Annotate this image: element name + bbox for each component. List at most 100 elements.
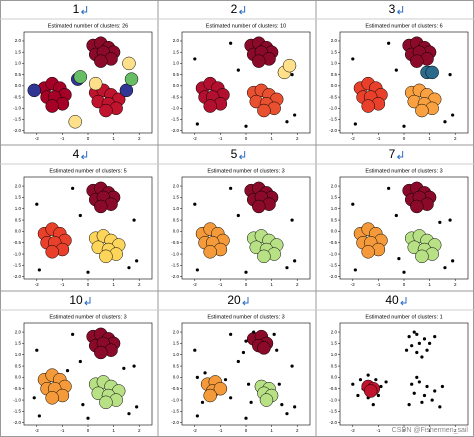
cluster-point: [410, 54, 424, 68]
cluster-point: [410, 199, 424, 214]
cluster-point: [425, 65, 439, 80]
y-tick-label: 2.0: [331, 38, 338, 43]
return-mark: [238, 6, 246, 15]
noise-point: [371, 403, 375, 407]
noise-point: [397, 257, 401, 261]
x-tick-label: 2: [296, 428, 299, 433]
x-tick-label: -1: [376, 282, 380, 287]
x-tick-label: 2: [138, 136, 141, 141]
x-tick-label: -2: [351, 428, 355, 433]
noise-point: [71, 332, 75, 336]
noise-point: [402, 124, 406, 128]
noise-point: [402, 270, 406, 274]
noise-point: [290, 364, 294, 368]
noise-point: [244, 124, 248, 128]
noise-point: [410, 382, 414, 386]
noise-point: [412, 330, 416, 334]
cluster-point: [94, 54, 108, 68]
cluster-point: [257, 103, 271, 118]
x-tick-label: 0: [403, 428, 406, 433]
noise-point: [277, 382, 281, 386]
y-tick-label: -0.5: [329, 240, 337, 245]
y-tick-label: -1.0: [13, 105, 21, 110]
noise-point: [285, 120, 289, 124]
y-tick-label: -0.5: [13, 386, 21, 391]
y-tick-label: 1.5: [15, 49, 22, 54]
y-tick-label: -0.5: [329, 94, 337, 99]
x-tick-label: -1: [376, 136, 380, 141]
noise-point: [438, 220, 442, 224]
noise-point: [451, 259, 455, 263]
cluster-point: [203, 388, 217, 403]
plot-title: Estimated number of clusters: 1: [365, 314, 442, 320]
x-tick-label: 2: [454, 428, 457, 433]
noise-point: [236, 68, 240, 72]
return-mark: [396, 6, 404, 15]
y-tick-label: 0.5: [15, 217, 22, 222]
y-tick-label: -0.5: [171, 94, 179, 99]
noise-point: [374, 378, 378, 382]
noise-point: [229, 332, 233, 336]
cluster-point: [45, 245, 59, 259]
noise-point: [290, 218, 294, 222]
x-tick-label: 2: [138, 282, 141, 287]
noise-point: [193, 57, 197, 61]
noise-point: [71, 186, 75, 190]
noise-point: [236, 213, 240, 218]
cluster-point: [88, 76, 103, 91]
return-mark: [84, 297, 91, 306]
y-tick-label: 2.0: [173, 329, 180, 334]
noise-point: [417, 380, 421, 384]
noise-point: [425, 384, 429, 389]
y-tick-label: -1.5: [329, 263, 337, 268]
x-tick-label: -2: [351, 136, 355, 141]
y-tick-label: 1.5: [15, 195, 22, 200]
y-tick-label: 0.5: [173, 363, 180, 368]
noise-point: [86, 270, 90, 274]
noise-point: [351, 202, 355, 206]
noise-point: [420, 400, 424, 404]
watermark: CSDN @Fishermen_sail: [392, 427, 469, 434]
panel-header: 10: [69, 293, 83, 307]
panel-header: 1: [73, 2, 80, 16]
noise-point: [132, 218, 136, 222]
panel-header: 4: [73, 147, 80, 161]
y-tick-label: -0.5: [13, 94, 21, 99]
cluster-point: [73, 70, 88, 84]
y-tick-label: 0.5: [331, 217, 338, 222]
y-tick-label: -0.5: [329, 386, 337, 391]
x-tick-label: 1: [428, 428, 431, 433]
y-tick-label: -2.0: [329, 128, 337, 133]
y-tick-label: -2.0: [329, 420, 337, 425]
noise-point: [193, 202, 197, 206]
y-tick-label: 1.5: [173, 49, 180, 54]
panel-header: 5: [231, 147, 238, 161]
y-tick-label: 0.5: [331, 363, 338, 368]
noise-point: [81, 403, 85, 407]
y-tick-label: -1.5: [13, 117, 21, 122]
x-tick-label: -1: [218, 136, 222, 141]
noise-point: [394, 68, 398, 72]
cluster-point: [363, 384, 378, 398]
cluster-point: [361, 245, 375, 259]
return-mark: [80, 151, 88, 160]
noise-point: [86, 416, 90, 420]
panel-header: 3: [389, 2, 396, 16]
plot-title: Estimated number of clusters: 10: [206, 23, 286, 29]
noise-point: [35, 202, 39, 206]
cluster-point: [68, 115, 82, 129]
noise-point: [425, 348, 429, 352]
cluster-point: [119, 83, 134, 98]
x-tick-label: 1: [428, 136, 431, 141]
cluster-point: [415, 103, 429, 118]
y-tick-label: -1.0: [13, 397, 21, 402]
y-tick-label: 0.0: [331, 229, 338, 234]
panel-header: 40: [385, 293, 399, 307]
y-tick-label: 2.0: [173, 38, 180, 43]
x-tick-label: 0: [245, 428, 248, 433]
noise-point: [229, 186, 233, 190]
noise-point: [229, 396, 233, 400]
y-tick-label: -1.5: [171, 263, 179, 268]
noise-point: [35, 348, 39, 352]
